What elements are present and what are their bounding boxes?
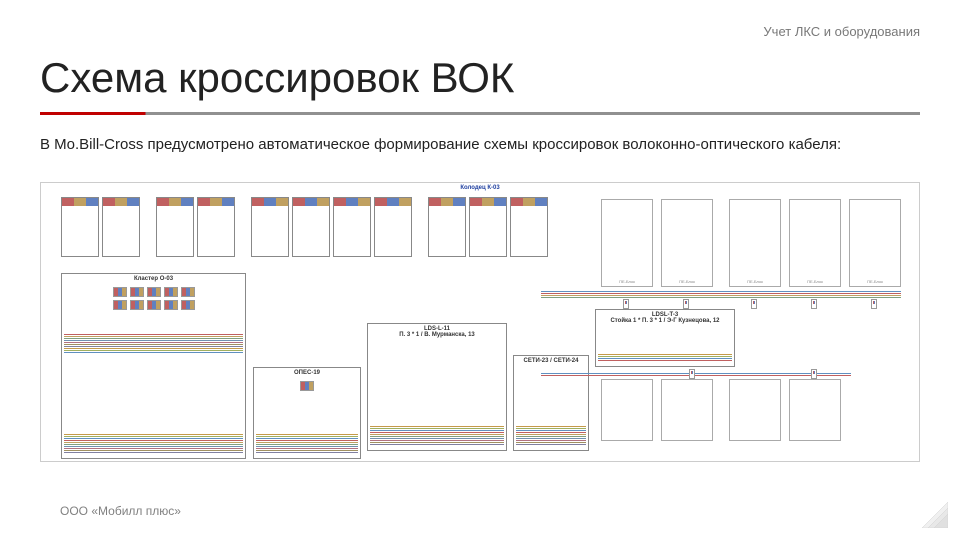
top-box xyxy=(197,197,235,257)
equipment-box-label: ПЕ-Блок xyxy=(790,279,840,284)
panel-label: ОПЕС-19 xyxy=(254,368,360,378)
connection-node xyxy=(689,369,695,379)
top-box xyxy=(428,197,466,257)
top-box-group xyxy=(428,197,548,257)
connection-node xyxy=(683,299,689,309)
schematic-panel: Кластер О-03 xyxy=(61,273,246,459)
header-subtitle: Учет ЛКС и оборудования xyxy=(763,24,920,39)
panel-label: LDS-L-11 П. 3 * 1 / В. Мурманска, 13 xyxy=(368,324,506,340)
equipment-box: ПЕ-Блок xyxy=(661,199,713,287)
connection-node xyxy=(751,299,757,309)
equipment-box-label: ПЕ-Блок xyxy=(602,279,652,284)
top-box xyxy=(61,197,99,257)
equipment-box-label: ПЕ-Блок xyxy=(662,279,712,284)
top-box-group xyxy=(156,197,235,257)
connection-node xyxy=(811,299,817,309)
page-title: Схема кроссировок ВОК xyxy=(40,54,514,102)
top-box xyxy=(102,197,140,257)
schematic-panel: LDS-L-11 П. 3 * 1 / В. Мурманска, 13 xyxy=(367,323,507,451)
top-box xyxy=(292,197,330,257)
schematic-panel: ОПЕС-19 xyxy=(253,367,361,459)
equipment-box-label: ПЕ-Блок xyxy=(850,279,900,284)
connection-node xyxy=(623,299,629,309)
top-box-row xyxy=(61,197,564,257)
top-box-group xyxy=(251,197,412,257)
equipment-box: ПЕ-Блок xyxy=(849,199,901,287)
equipment-box xyxy=(601,379,653,441)
bus-wires xyxy=(541,291,901,299)
top-box xyxy=(510,197,548,257)
title-underline xyxy=(40,112,920,115)
schematic-panel: СЕТИ-23 / СЕТИ-24 xyxy=(513,355,589,451)
equipment-box: ПЕ-Блок xyxy=(601,199,653,287)
top-box-group xyxy=(61,197,140,257)
equipment-box: ПЕ-Блок xyxy=(789,199,841,287)
equipment-box-label: ПЕ-Блок xyxy=(730,279,780,284)
bus-wires xyxy=(541,373,851,377)
equipment-box xyxy=(789,379,841,441)
panel-label: СЕТИ-23 / СЕТИ-24 xyxy=(514,356,588,366)
diagram-frame: Колодец К-03 Кластер О-03 ОПЕС-19 LDS-L-11… xyxy=(40,182,920,462)
connection-node xyxy=(811,369,817,379)
panel-label: Кластер О-03 xyxy=(62,274,245,284)
footer-text: ООО «Мобилл плюс» xyxy=(60,504,181,518)
top-box xyxy=(333,197,371,257)
equipment-box xyxy=(729,379,781,441)
body-paragraph: В Mo.Bill-Cross предусмотрено автоматиче… xyxy=(40,134,920,156)
equipment-box xyxy=(661,379,713,441)
top-box xyxy=(374,197,412,257)
corner-decoration xyxy=(922,502,948,528)
diagram-small-title: Колодец К-03 xyxy=(460,185,499,191)
top-box xyxy=(251,197,289,257)
top-box xyxy=(156,197,194,257)
schematic-panel: LDSL-T-3 Стойка 1 * П. 3 * 1 / Э-Г Кузне… xyxy=(595,309,735,367)
top-box xyxy=(469,197,507,257)
panel-label: LDSL-T-3 Стойка 1 * П. 3 * 1 / Э-Г Кузне… xyxy=(596,310,734,326)
equipment-box: ПЕ-Блок xyxy=(729,199,781,287)
connection-node xyxy=(871,299,877,309)
